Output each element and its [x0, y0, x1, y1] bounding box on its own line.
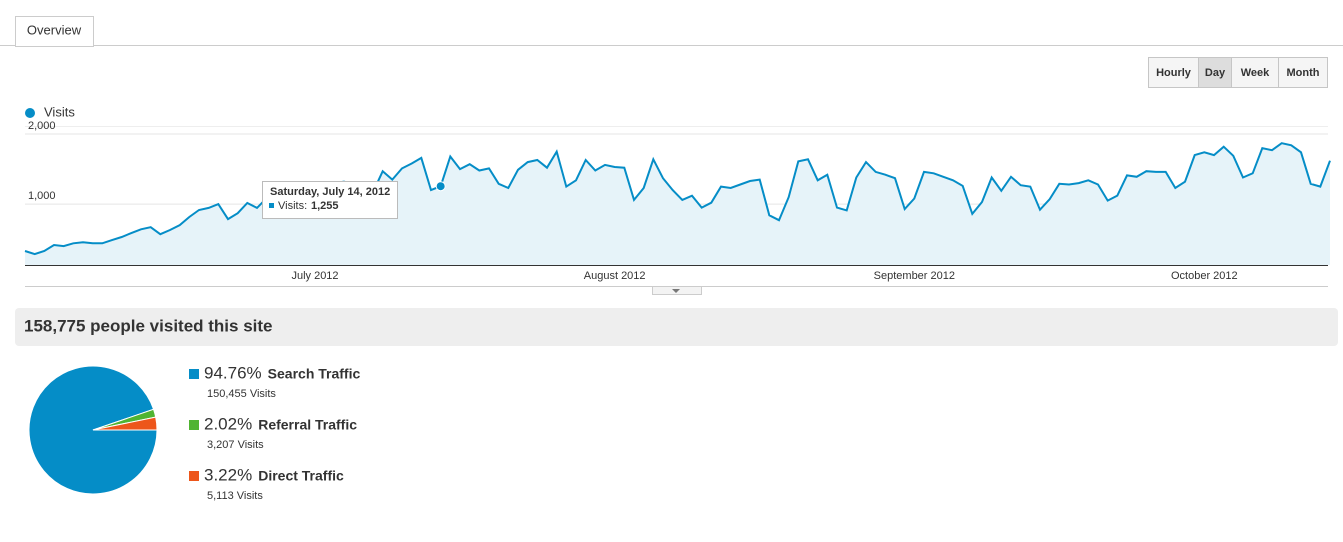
range-button-label[interactable]: Hourly [1156, 67, 1192, 79]
range-button[interactable] [1198, 57, 1232, 88]
legend-name: Referral Traffic [258, 417, 357, 433]
pie-slice [92, 416, 158, 431]
legend-visits: 5,113 Visits [207, 490, 263, 502]
tooltip-value: 1,255 [311, 200, 339, 212]
range-button-label[interactable]: Month [1287, 67, 1320, 79]
x-tick-label: October 2012 [1171, 270, 1238, 282]
summary-bar [15, 308, 1338, 346]
legend-visits: 3,207 Visits [207, 439, 264, 451]
legend-swatch [189, 420, 199, 430]
legend-percent: 2.02% [204, 414, 252, 433]
legend-name: Direct Traffic [258, 468, 344, 484]
range-button[interactable] [1278, 57, 1328, 88]
y-tick-label: 2,000 [28, 120, 56, 132]
range-button[interactable] [1148, 57, 1199, 88]
tab[interactable] [15, 16, 94, 47]
area [25, 143, 1330, 265]
legend-percent: 94.76% [204, 363, 262, 382]
expand-arrow[interactable] [672, 289, 680, 293]
tooltip-date: Saturday, July 14, 2012 [270, 186, 390, 198]
legend-dot [25, 108, 35, 118]
legend-label: Visits [44, 104, 75, 119]
range-button-label[interactable]: Week [1241, 67, 1270, 79]
tab-label[interactable]: Overview [27, 22, 82, 37]
y-tick-label: 1,000 [28, 190, 56, 202]
legend-swatch [189, 369, 199, 379]
x-tick-label: September 2012 [874, 270, 955, 282]
legend-percent: 3.22% [204, 465, 252, 484]
range-button-label[interactable]: Day [1205, 67, 1226, 79]
tooltip-label: Visits: [278, 200, 307, 212]
legend-name: Search Traffic [268, 366, 361, 382]
summary-title: 158,775 people visited this site [24, 316, 273, 335]
line [24, 142, 1331, 256]
tooltip-swatch [269, 203, 274, 208]
x-tick-label: August 2012 [584, 270, 646, 282]
legend-visits: 150,455 Visits [207, 388, 276, 400]
tooltip [262, 181, 398, 219]
legend-swatch [189, 471, 199, 481]
hover-point [435, 181, 446, 192]
x-tick-label: July 2012 [291, 270, 338, 282]
